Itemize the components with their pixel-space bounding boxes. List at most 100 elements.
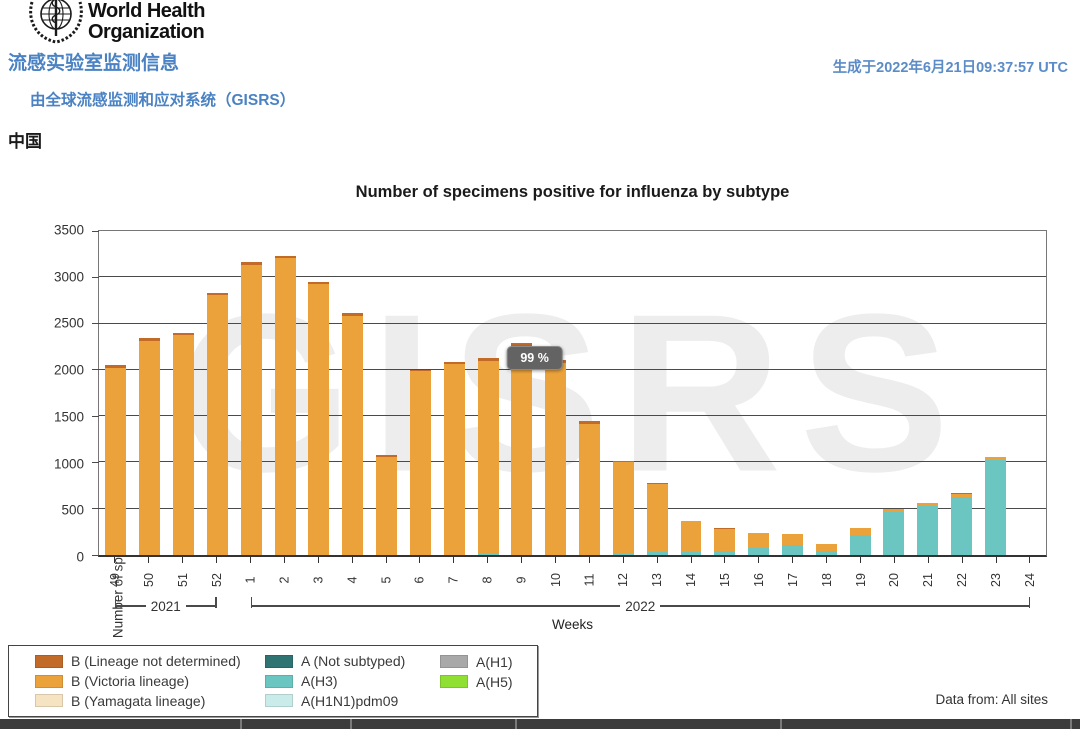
who-wordmark-line1: World Health: [88, 0, 205, 22]
segment-a-h3-[interactable]: [748, 547, 770, 555]
bar-week-13[interactable]: [640, 231, 674, 555]
bar-week-23[interactable]: [979, 231, 1013, 555]
segment-a-h3-[interactable]: [477, 553, 499, 555]
bar-week-9[interactable]: [505, 231, 539, 555]
legend-item-b-yamagata-lineage-: B (Yamagata lineage): [35, 692, 265, 709]
segment-b-victoria-lineage-[interactable]: [477, 361, 499, 554]
bar-week-1[interactable]: [234, 231, 268, 555]
segment-b-lineage-not-determined-[interactable]: [579, 420, 600, 425]
segment-b-victoria-lineage-[interactable]: [612, 461, 634, 554]
segment-b-victoria-lineage-[interactable]: [781, 534, 803, 545]
bar-week-2[interactable]: [268, 231, 302, 555]
segment-b-victoria-lineage-[interactable]: [308, 284, 330, 555]
segment-a-h3-[interactable]: [680, 552, 702, 555]
segment-a-h3-[interactable]: [815, 551, 837, 555]
segment-a-h3-[interactable]: [781, 544, 803, 555]
segment-b-lineage-not-determined-[interactable]: [409, 369, 431, 372]
segment-a-h3-[interactable]: [951, 496, 973, 555]
bar-week-52[interactable]: [200, 231, 234, 555]
segment-a-h3-[interactable]: [714, 550, 736, 555]
segment-b-victoria-lineage-[interactable]: [206, 295, 228, 555]
bar-stack: [849, 231, 871, 555]
bar-week-50[interactable]: [133, 231, 167, 555]
segment-b-lineage-not-determined-[interactable]: [714, 527, 736, 530]
segment-b-victoria-lineage-[interactable]: [815, 543, 837, 552]
bar-week-19[interactable]: [843, 231, 877, 555]
bar-week-16[interactable]: [742, 231, 776, 555]
segment-b-victoria-lineage-[interactable]: [376, 456, 398, 555]
legend-swatch: [265, 654, 293, 668]
segment-a-h3-[interactable]: [849, 534, 871, 555]
legend-label: B (Lineage not determined): [71, 653, 241, 670]
segment-b-victoria-lineage-[interactable]: [883, 508, 905, 512]
x-label-51: 51: [175, 573, 190, 587]
year-label: 2021: [150, 598, 181, 614]
bar-week-17[interactable]: [776, 231, 810, 555]
bar-week-14[interactable]: [674, 231, 708, 555]
segment-b-victoria-lineage-[interactable]: [579, 424, 600, 555]
segment-b-lineage-not-determined-[interactable]: [376, 455, 398, 457]
segment-b-victoria-lineage-[interactable]: [274, 257, 296, 555]
segment-b-lineage-not-determined-[interactable]: [951, 493, 973, 495]
segment-b-lineage-not-determined-[interactable]: [308, 281, 330, 285]
segment-b-victoria-lineage-[interactable]: [409, 371, 431, 555]
segment-b-victoria-lineage-[interactable]: [240, 264, 262, 555]
segment-b-victoria-lineage-[interactable]: [748, 532, 770, 548]
segment-b-victoria-lineage-[interactable]: [680, 520, 702, 553]
bar-week-18[interactable]: [809, 231, 843, 555]
bar-week-8[interactable]: [471, 231, 505, 555]
bar-stack: [815, 231, 837, 555]
segment-a-h3-[interactable]: [917, 505, 939, 555]
segment-b-victoria-lineage-[interactable]: [139, 340, 161, 555]
segment-b-victoria-lineage-[interactable]: [951, 494, 973, 497]
segment-b-victoria-lineage-[interactable]: [917, 503, 939, 506]
segment-b-victoria-lineage-[interactable]: [545, 363, 567, 555]
bar-stack: [748, 231, 770, 555]
segment-a-h3-[interactable]: [883, 511, 905, 555]
x-tick-1: [234, 557, 268, 563]
bar-week-7[interactable]: [437, 231, 471, 555]
segment-b-lineage-not-determined-[interactable]: [274, 256, 296, 258]
bar-week-24[interactable]: [1012, 231, 1046, 555]
segment-b-victoria-lineage-[interactable]: [443, 364, 465, 555]
segment-b-lineage-not-determined-[interactable]: [139, 338, 161, 341]
segment-b-victoria-lineage-[interactable]: [714, 529, 736, 551]
segment-b-victoria-lineage-[interactable]: [342, 316, 364, 555]
segment-b-victoria-lineage-[interactable]: [173, 334, 195, 555]
segment-b-victoria-lineage-[interactable]: [984, 456, 1006, 460]
segment-b-victoria-lineage-[interactable]: [646, 484, 668, 553]
segment-a-h3-[interactable]: [612, 553, 634, 555]
bar-week-15[interactable]: [708, 231, 742, 555]
bar-week-6[interactable]: [403, 231, 437, 555]
segment-b-victoria-lineage-[interactable]: [849, 528, 871, 535]
segment-a-h3-[interactable]: [984, 459, 1006, 555]
bar-week-3[interactable]: [302, 231, 336, 555]
segment-b-lineage-not-determined-[interactable]: [443, 361, 465, 365]
bar-week-5[interactable]: [370, 231, 404, 555]
segment-b-lineage-not-determined-[interactable]: [206, 293, 228, 296]
segment-a-h3-[interactable]: [646, 552, 668, 555]
segment-b-victoria-lineage-[interactable]: [105, 367, 127, 555]
x-tick-5: [369, 557, 403, 563]
bar-week-20[interactable]: [877, 231, 911, 555]
bar-week-51[interactable]: [167, 231, 201, 555]
y-tick-2000: [92, 369, 99, 371]
bar-week-21[interactable]: [911, 231, 945, 555]
segment-b-lineage-not-determined-[interactable]: [342, 313, 364, 317]
who-wordmark-line2: Organization: [88, 21, 205, 43]
bar-week-10[interactable]: [539, 231, 573, 555]
segment-b-lineage-not-determined-[interactable]: [511, 343, 533, 347]
segment-b-lineage-not-determined-[interactable]: [612, 460, 634, 462]
segment-b-lineage-not-determined-[interactable]: [646, 482, 668, 485]
bar-week-4[interactable]: [336, 231, 370, 555]
bar-week-12[interactable]: [606, 231, 640, 555]
segment-b-lineage-not-determined-[interactable]: [240, 262, 262, 265]
segment-b-lineage-not-determined-[interactable]: [173, 332, 195, 335]
bar-week-49[interactable]: [99, 231, 133, 555]
segment-b-victoria-lineage-[interactable]: [511, 346, 533, 555]
segment-b-lineage-not-determined-[interactable]: [105, 365, 127, 368]
bar-week-11[interactable]: [573, 231, 607, 555]
bar-stack: [173, 231, 195, 555]
segment-b-lineage-not-determined-[interactable]: [477, 357, 499, 362]
bar-week-22[interactable]: [945, 231, 979, 555]
